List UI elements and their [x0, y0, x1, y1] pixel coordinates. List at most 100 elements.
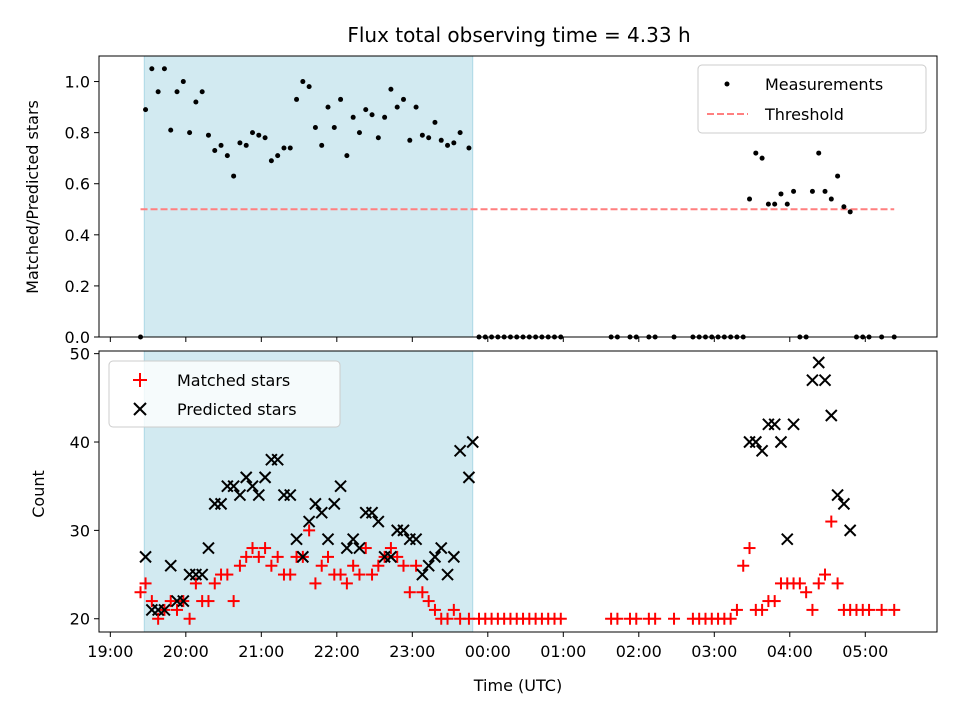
bottom-y-tick-label: 50: [70, 345, 90, 364]
bottom-y-tick-label: 30: [70, 521, 90, 540]
predicted-star-point: [384, 550, 398, 564]
matched-star-point: [875, 603, 888, 616]
x-tick-label: 01:00: [540, 642, 586, 661]
measurement-point: [451, 140, 457, 146]
predicted-star-point: [353, 541, 366, 555]
predicted-star-point: [749, 435, 763, 449]
bottom-axes-frame: [98, 350, 938, 633]
matched-star-point: [462, 612, 475, 625]
predicted-star-point: [334, 479, 347, 493]
bottom-y-tick-label: 20: [70, 610, 90, 629]
matched-star-point: [233, 559, 246, 572]
measurement-point: [382, 114, 388, 120]
matched-star-point: [271, 550, 284, 563]
measurement-point: [344, 153, 350, 159]
predicted-star-point: [397, 524, 410, 537]
matched-star-point: [422, 595, 435, 608]
top-legend: Measurements Threshold: [697, 64, 927, 134]
matched-star-point: [208, 577, 221, 590]
measurement-point: [212, 148, 218, 154]
matched-star-point: [384, 542, 397, 555]
measurement-point: [268, 158, 274, 164]
matched-star-point: [252, 550, 265, 563]
matched-star-point: [737, 559, 750, 572]
measurement-point: [466, 145, 472, 151]
top-panel: 0.0 0.2 0.4 0.6 0.8 1.0 Matched/Predicted sta…: [23, 55, 938, 347]
measurement-point: [187, 130, 193, 136]
predicted-star-point: [302, 515, 316, 528]
matched-star-point: [630, 612, 643, 625]
x-tick-label: 23:00: [389, 642, 435, 661]
predicted-star-point: [252, 488, 266, 502]
predicted-star-point: [202, 541, 215, 555]
measurement-point: [237, 140, 243, 146]
measurement-point: [419, 132, 425, 138]
predicted-star-point: [227, 479, 240, 493]
measurement-point: [445, 142, 451, 148]
matched-star-point: [403, 586, 416, 599]
predicted-star-point: [328, 497, 341, 511]
matched-star-point: [724, 612, 737, 625]
predicted-star-point: [466, 435, 479, 449]
measurement-point: [275, 153, 281, 159]
top-y-tick-label: 0.0: [65, 328, 90, 347]
matched-star-point: [768, 595, 781, 608]
predicted-star-point: [139, 550, 152, 564]
measurement-point: [331, 125, 337, 131]
x-axis-label: Time (UTC): [473, 676, 562, 695]
matched-star-point: [139, 577, 152, 590]
top-observing-interval-shade: [143, 55, 474, 338]
predicted-star-point: [416, 568, 429, 581]
matched-star-point: [554, 612, 567, 625]
matched-star-point: [416, 586, 429, 599]
matched-star-point: [410, 559, 423, 572]
bottom-legend: Matched stars Predicted stars: [108, 360, 341, 428]
matched-star-point: [366, 568, 379, 581]
matched-star-point: [441, 612, 454, 625]
measurement-point: [772, 201, 778, 207]
measurement-point: [822, 188, 828, 194]
predicted-star-point: [806, 373, 819, 387]
matched-star-point: [353, 568, 366, 581]
bottom-y-tick-label: 40: [70, 433, 90, 452]
measurement-point: [155, 89, 161, 95]
matched-star-point: [145, 595, 158, 608]
matched-star-point: [391, 550, 404, 563]
matched-star-point: [611, 612, 624, 625]
predicted-star-point: [774, 435, 788, 449]
x-tick-label: 21:00: [238, 642, 284, 661]
measurement-point: [306, 84, 312, 90]
predicted-star-point: [768, 418, 781, 431]
measurement-point: [300, 79, 306, 85]
bottom-panel: 19:00 20:00 21:00 22:00 23:00 00:00 01:00 02:00…: [29, 345, 938, 695]
legend-threshold-label: Threshold: [764, 105, 844, 124]
matched-star-point: [189, 577, 202, 590]
measurement-point: [400, 96, 406, 102]
top-y-tick-label: 1.0: [65, 73, 90, 92]
measurement-point: [312, 125, 318, 131]
measurement-point: [747, 196, 753, 202]
measurement-point: [778, 191, 784, 197]
predicted-star-point: [246, 479, 259, 493]
matched-star-point: [202, 595, 215, 608]
measurement-point: [457, 130, 463, 136]
legend-matched-label: Matched stars: [177, 371, 290, 390]
predicted-star-point: [321, 533, 335, 546]
matched-star-point: [793, 577, 806, 590]
predicted-star-point: [340, 541, 354, 555]
measurement-point: [426, 135, 432, 141]
measurement-point: [809, 188, 815, 194]
measurement-point: [319, 142, 325, 148]
matched-star-point: [340, 577, 353, 590]
predicted-star-point: [296, 550, 310, 564]
matched-star-point: [322, 550, 335, 563]
measurement-point: [231, 173, 237, 179]
predicted-star-point: [315, 506, 328, 519]
predicted-star-point: [428, 550, 442, 564]
measurement-point: [753, 150, 759, 156]
matched-star-point: [164, 595, 177, 608]
matched-star-point: [240, 550, 253, 563]
predicted-star-point: [271, 453, 284, 466]
measurement-point: [243, 142, 249, 148]
matched-star-point: [347, 559, 360, 572]
